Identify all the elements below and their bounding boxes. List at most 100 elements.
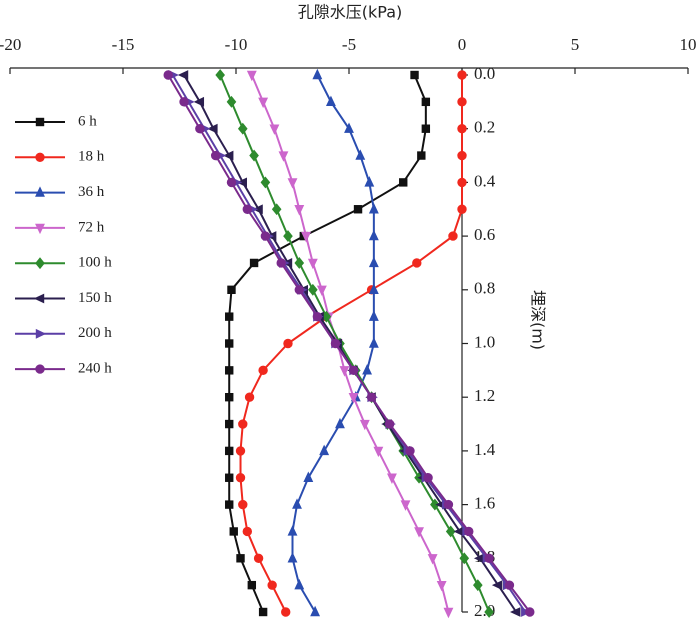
x-tick-label: 10 xyxy=(680,35,697,54)
legend-label: 150 h xyxy=(78,290,112,306)
series xyxy=(215,69,494,618)
y-tick-label: 0.8 xyxy=(474,279,495,298)
y-tick-label: 1.0 xyxy=(474,332,495,351)
series-line xyxy=(239,75,463,613)
data-point xyxy=(368,337,379,348)
x-axis-title: 孔隙水压(kPa) xyxy=(298,3,403,22)
x-tick-label: -5 xyxy=(342,35,356,54)
y-axis-title: 埋深(m) xyxy=(529,290,548,350)
data-point xyxy=(244,392,255,402)
legend-label: 200 h xyxy=(78,325,112,341)
data-point xyxy=(405,446,415,456)
legend-item: 100 h xyxy=(15,255,112,271)
data-point xyxy=(457,150,467,161)
data-point xyxy=(238,499,248,510)
data-point xyxy=(355,149,366,160)
data-point xyxy=(312,311,323,322)
legend-label: 72 h xyxy=(78,219,105,235)
data-point xyxy=(366,392,377,402)
data-point xyxy=(344,122,354,133)
data-point xyxy=(237,122,248,135)
data-point xyxy=(207,123,218,134)
legend-marker xyxy=(33,293,45,304)
legend-item: 36 h xyxy=(15,184,105,200)
data-point xyxy=(448,231,458,241)
data-point xyxy=(225,312,234,321)
data-point xyxy=(281,607,291,617)
legend-marker xyxy=(35,186,45,197)
data-point xyxy=(457,204,467,214)
data-point xyxy=(294,205,305,216)
data-point xyxy=(373,446,384,458)
data-point xyxy=(310,605,321,617)
series xyxy=(287,68,379,617)
data-point xyxy=(238,419,248,429)
legend-label: 36 h xyxy=(78,184,105,200)
data-point xyxy=(225,339,234,348)
data-point xyxy=(417,151,426,160)
series xyxy=(235,70,467,617)
legend-item: 240 h xyxy=(15,361,112,377)
data-point xyxy=(269,124,280,135)
data-point xyxy=(229,527,238,536)
data-point xyxy=(525,607,535,617)
data-point xyxy=(359,419,370,431)
data-point xyxy=(225,500,234,509)
data-point xyxy=(443,607,454,619)
legend-item: 6 h xyxy=(15,113,97,129)
data-point xyxy=(484,606,494,618)
series xyxy=(225,70,431,617)
data-point xyxy=(443,499,454,510)
legend-item: 18 h xyxy=(15,149,105,165)
data-point xyxy=(423,473,433,483)
data-point xyxy=(387,473,397,484)
data-point xyxy=(271,203,282,216)
data-point xyxy=(307,258,318,270)
x-tick-label: -15 xyxy=(112,35,135,54)
legend-label: 240 h xyxy=(78,361,112,377)
legend-marker xyxy=(35,364,45,374)
data-point xyxy=(294,285,304,295)
x-tick-label: -10 xyxy=(225,35,248,54)
data-point xyxy=(319,444,330,456)
data-point xyxy=(348,392,359,404)
data-point xyxy=(473,579,483,592)
data-point xyxy=(163,70,173,80)
y-tick-label: 1.4 xyxy=(474,440,496,459)
data-point xyxy=(368,310,379,321)
data-point xyxy=(247,580,257,590)
data-point xyxy=(427,554,438,565)
y-tick-label: 0.2 xyxy=(474,118,495,137)
data-point xyxy=(283,338,293,349)
data-point xyxy=(312,68,323,80)
data-point xyxy=(258,365,268,376)
data-point xyxy=(287,552,298,563)
data-point xyxy=(316,285,327,297)
data-point xyxy=(225,366,234,375)
data-point xyxy=(236,554,245,563)
legend-label: 6 h xyxy=(78,113,97,129)
data-point xyxy=(235,473,246,483)
data-point xyxy=(364,176,375,187)
data-point xyxy=(410,70,419,80)
data-point xyxy=(330,338,341,349)
data-point xyxy=(179,97,189,107)
data-point xyxy=(368,283,379,295)
data-point xyxy=(353,205,363,214)
data-point xyxy=(335,417,345,429)
data-point xyxy=(399,178,408,187)
data-point xyxy=(421,97,431,107)
data-point xyxy=(457,70,467,80)
data-point xyxy=(193,96,205,107)
legend-label: 18 h xyxy=(78,149,105,165)
data-point xyxy=(227,285,236,294)
data-point xyxy=(267,580,277,590)
data-point xyxy=(249,258,259,268)
data-point xyxy=(459,552,470,565)
data-point xyxy=(226,95,237,108)
y-tick-label: 1.2 xyxy=(474,386,495,405)
data-point xyxy=(484,553,494,564)
x-tick-label: -20 xyxy=(0,35,21,54)
legend-marker xyxy=(35,257,45,270)
data-point xyxy=(225,473,234,482)
